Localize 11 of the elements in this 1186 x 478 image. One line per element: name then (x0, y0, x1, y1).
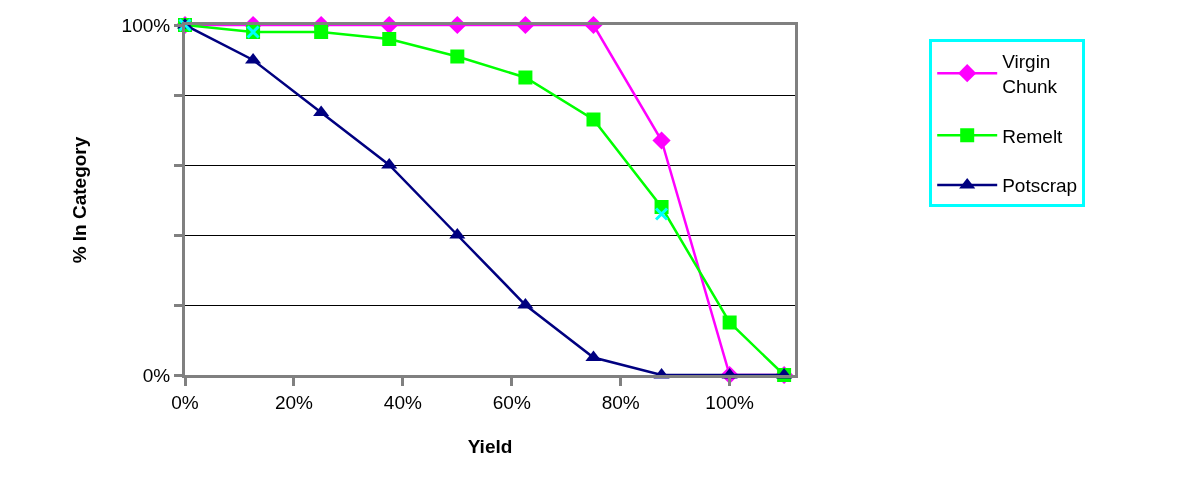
x-tick-label: 40% (383, 391, 422, 413)
x-tick-label: 80% (601, 391, 640, 413)
x-tick-label: 20% (274, 391, 314, 413)
x-tick-label: 60% (492, 391, 531, 413)
legend-label: Remelt (1002, 125, 1064, 147)
x-axis-title: Yield (467, 435, 513, 457)
legend-label: Virgin Chunk (1002, 51, 1058, 97)
x-tick-label: 100% (705, 391, 755, 413)
legend-label: Potscrap (1002, 175, 1078, 197)
x-tick-label: 0% (171, 391, 199, 413)
y-axis-title: % In Category (69, 136, 91, 264)
